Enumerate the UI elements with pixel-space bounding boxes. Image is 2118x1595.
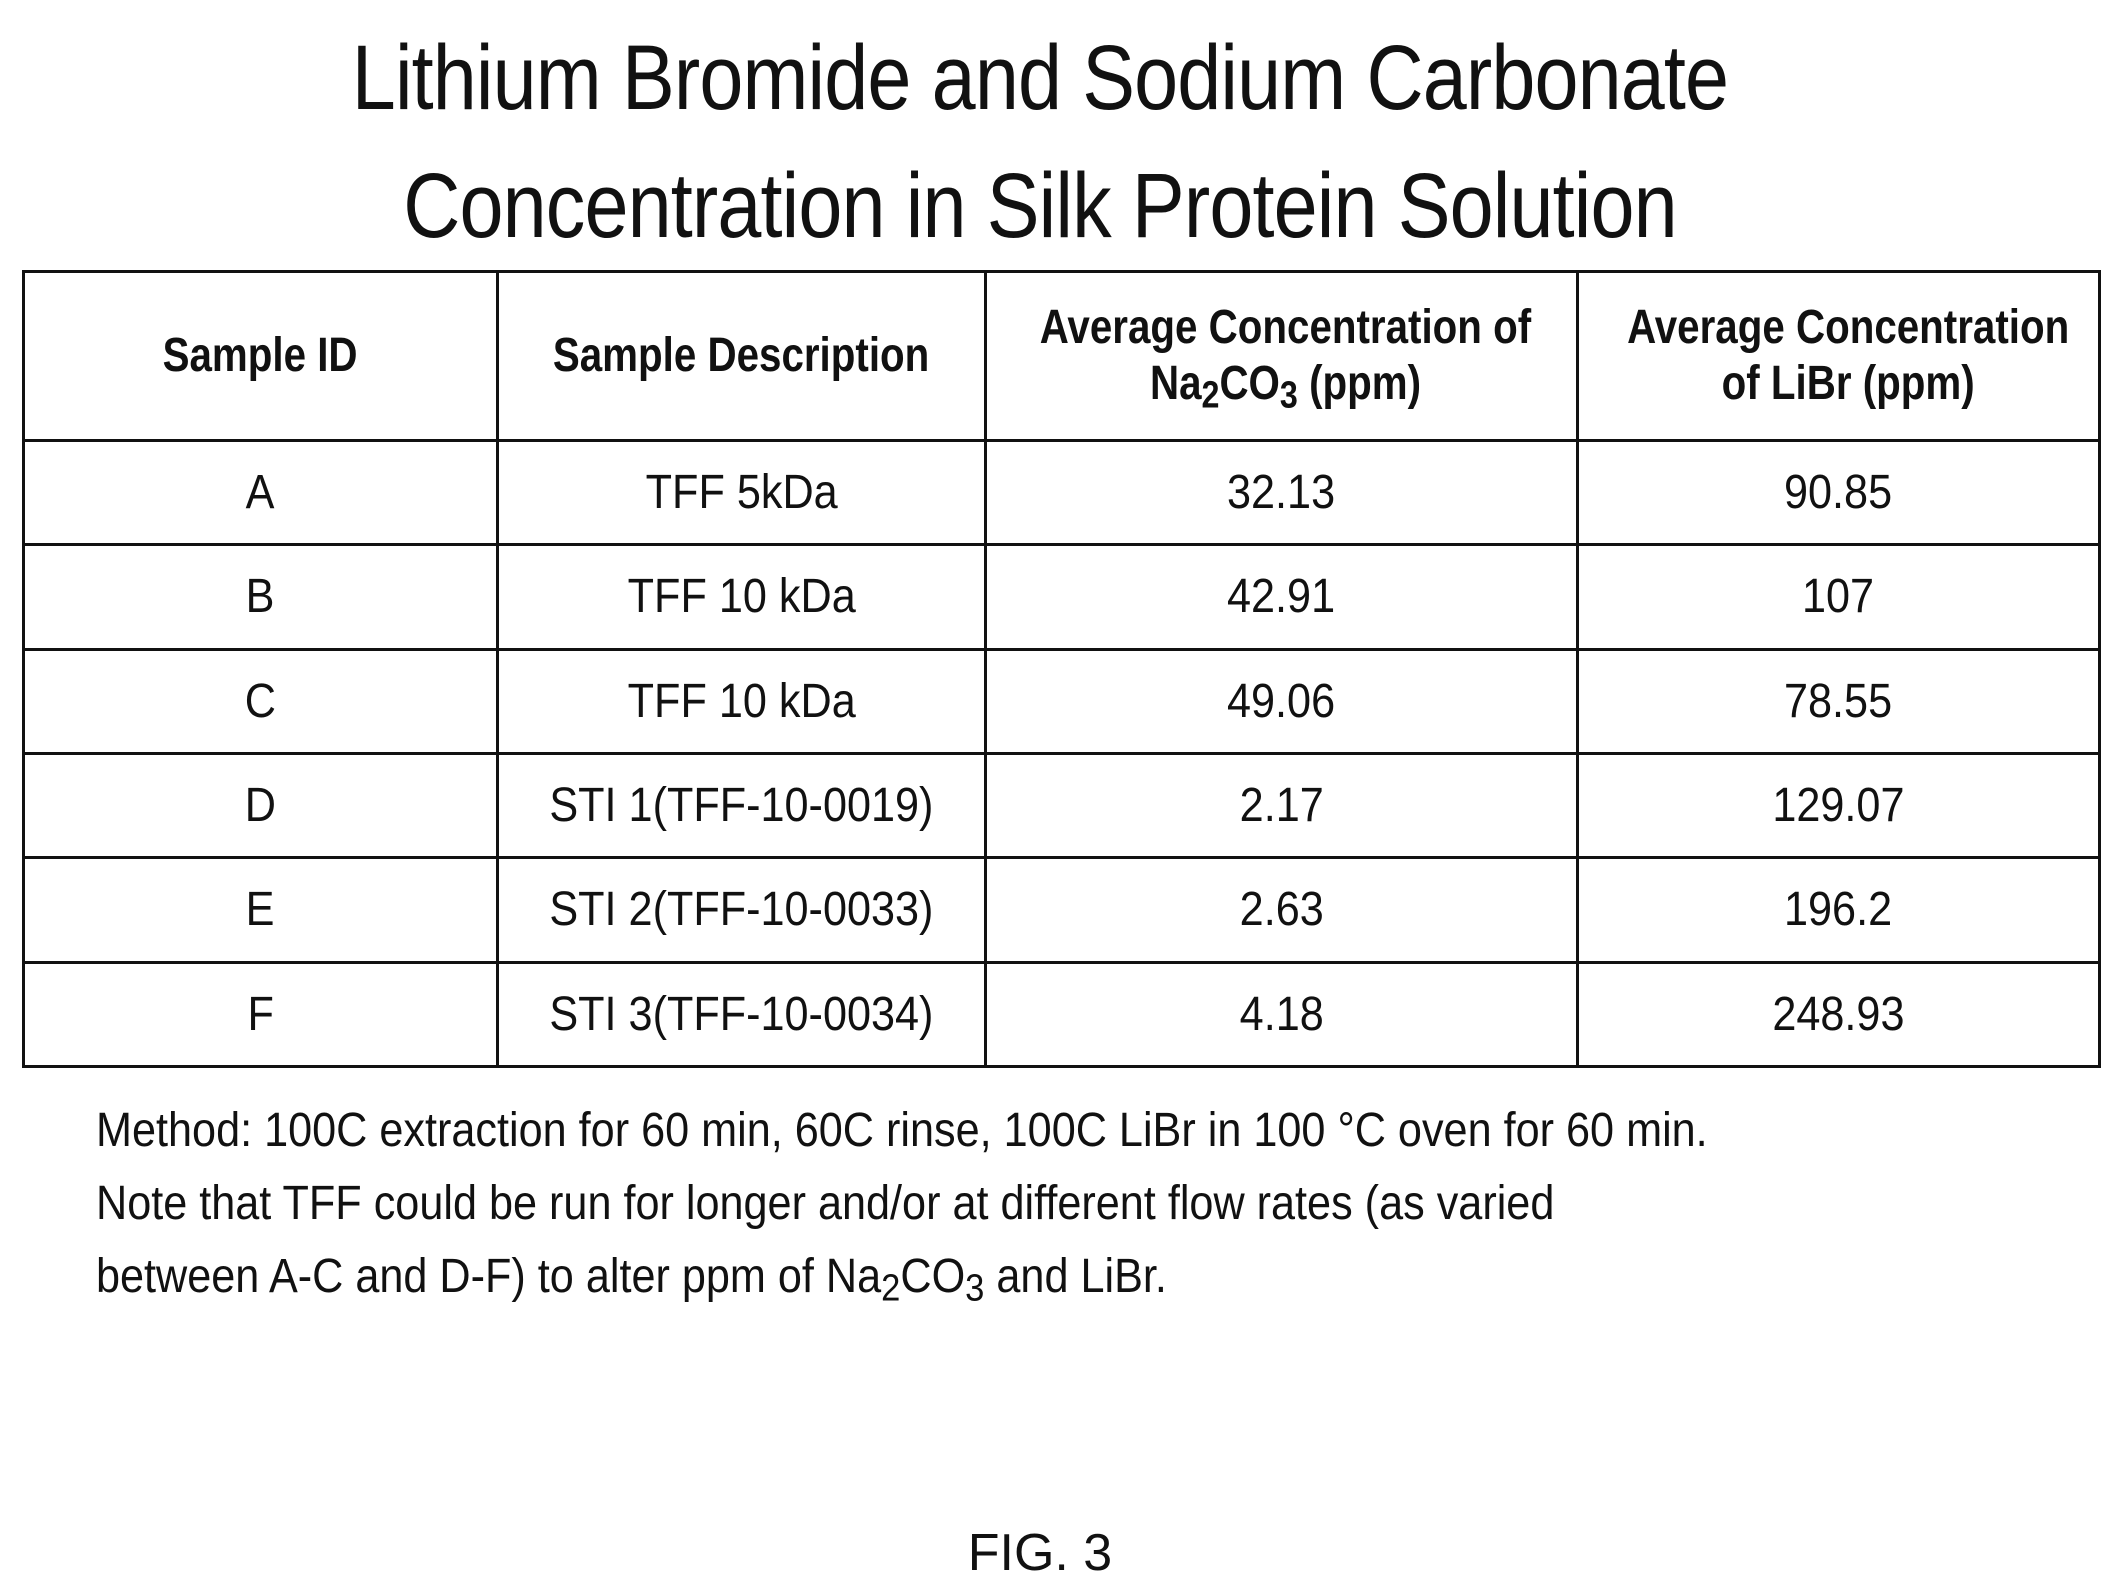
- title-line-1: Lithium Bromide and Sodium Carbonate: [351, 27, 1729, 129]
- cell-sample-description: STI 1(TFF-10-0019): [496, 751, 987, 860]
- header-na2co3-concentration: Average Concentration of Na2CO3 (ppm): [984, 270, 1579, 442]
- cell-na2co3: 42.91: [984, 543, 1579, 651]
- cell-sample-description: TFF 10 kDa: [496, 543, 987, 651]
- cell-sample-id: E: [22, 856, 499, 964]
- cell-sample-id: A: [22, 438, 499, 547]
- cell-na2co3: 2.63: [984, 856, 1579, 964]
- cell-libr: 90.85: [1576, 438, 2101, 547]
- cell-sample-description: STI 2(TFF-10-0033): [496, 856, 987, 964]
- table-header-row: Sample ID Sample Description Average Con…: [22, 270, 2101, 442]
- cell-libr: 107: [1576, 543, 2101, 651]
- cell-na2co3: 32.13: [984, 438, 1579, 547]
- cell-sample-id: D: [22, 751, 499, 860]
- cell-sample-description: STI 3(TFF-10-0034): [496, 960, 987, 1069]
- cell-sample-description: TFF 5kDa: [496, 438, 987, 547]
- cell-libr: 78.55: [1576, 647, 2101, 755]
- figure-label: FIG. 3: [967, 1524, 1113, 1582]
- note-line-3: between A-C and D-F) to alter ppm of Na2…: [96, 1250, 1167, 1310]
- method-note: Method: 100C extraction for 60 min, 60C …: [96, 1094, 2056, 1313]
- cell-libr: 248.93: [1576, 960, 2101, 1069]
- title-line-2: Concentration in Silk Protein Solution: [403, 155, 1677, 257]
- note-line-2: Note that TFF could be run for longer an…: [96, 1177, 1555, 1230]
- table-row: E STI 2(TFF-10-0033) 2.63 196.2: [22, 856, 2101, 964]
- table-row: D STI 1(TFF-10-0019) 2.17 129.07: [22, 751, 2101, 860]
- table-row: A TFF 5kDa 32.13 90.85: [22, 438, 2101, 547]
- cell-sample-id: B: [22, 543, 499, 651]
- note-line-1: Method: 100C extraction for 60 min, 60C …: [96, 1104, 1708, 1157]
- cell-na2co3: 49.06: [984, 647, 1579, 755]
- cell-sample-id: C: [22, 647, 499, 755]
- header-sample-description: Sample Description: [496, 270, 987, 442]
- page-title: Lithium Bromide and Sodium Carbonate Con…: [146, 14, 1935, 270]
- table-row: B TFF 10 kDa 42.91 107: [22, 543, 2101, 651]
- cell-na2co3: 2.17: [984, 751, 1579, 860]
- table-row: F STI 3(TFF-10-0034) 4.18 248.93: [22, 960, 2101, 1069]
- header-sample-id: Sample ID: [22, 270, 499, 442]
- concentration-table: Sample ID Sample Description Average Con…: [22, 270, 2101, 1069]
- cell-sample-id: F: [22, 960, 499, 1069]
- cell-sample-description: TFF 10 kDa: [496, 647, 987, 755]
- cell-libr: 129.07: [1576, 751, 2101, 860]
- header-libr-concentration: Average Concentration of LiBr (ppm): [1576, 270, 2101, 442]
- table-row: C TFF 10 kDa 49.06 78.55: [22, 647, 2101, 755]
- cell-libr: 196.2: [1576, 856, 2101, 964]
- cell-na2co3: 4.18: [984, 960, 1579, 1069]
